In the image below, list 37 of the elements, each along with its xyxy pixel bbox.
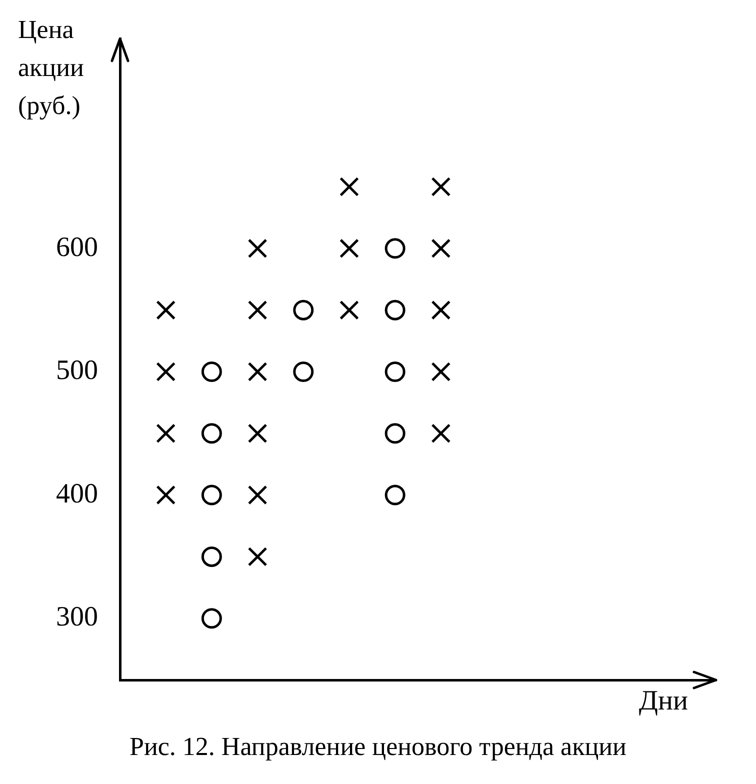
text: Рис. 12. Направление ценового тренда акции (130, 732, 627, 761)
point (248, 300, 268, 320)
point (384, 238, 406, 259)
point (384, 423, 406, 444)
point (431, 362, 451, 382)
point (156, 362, 176, 382)
point (156, 300, 176, 320)
point (431, 177, 451, 197)
point (248, 238, 268, 258)
point (384, 300, 406, 320)
y-axis-title: Цена акции (руб.) (18, 14, 84, 120)
point (384, 484, 406, 506)
y-tick-label: 600 (56, 232, 98, 263)
point (156, 424, 176, 444)
point (248, 424, 268, 444)
point (431, 238, 451, 258)
point (339, 300, 359, 320)
point (248, 485, 268, 505)
point (339, 177, 359, 197)
point (248, 546, 268, 566)
x-axis-title: Дни (638, 685, 688, 716)
y-tick-label: 300 (56, 602, 98, 633)
point (384, 361, 406, 382)
point (201, 484, 222, 506)
point (339, 238, 359, 258)
point (201, 546, 222, 567)
point (201, 361, 222, 382)
point (248, 362, 268, 382)
y-tick-label: 400 (56, 478, 98, 510)
point (293, 300, 314, 320)
y-tick-label: 500 (56, 355, 98, 386)
point (293, 361, 314, 382)
point (201, 608, 222, 629)
point (201, 423, 222, 444)
point (431, 424, 451, 444)
point (431, 300, 451, 320)
point (156, 485, 176, 505)
